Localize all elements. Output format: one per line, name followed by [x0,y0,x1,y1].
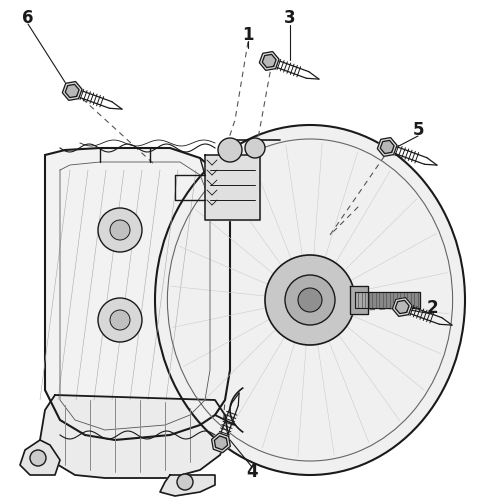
Polygon shape [350,286,368,314]
Circle shape [245,138,265,158]
Circle shape [110,220,130,240]
Polygon shape [355,292,420,308]
Text: 3: 3 [284,9,296,27]
Text: 4: 4 [246,463,258,481]
Circle shape [30,450,46,466]
Circle shape [110,310,130,330]
Polygon shape [262,54,276,67]
Polygon shape [215,436,228,450]
Polygon shape [396,300,409,313]
Polygon shape [377,138,397,156]
Circle shape [98,298,142,342]
Circle shape [98,208,142,252]
Polygon shape [62,81,82,100]
Polygon shape [160,475,215,496]
Text: 6: 6 [22,9,34,27]
Polygon shape [65,84,79,97]
Polygon shape [212,433,230,453]
Text: 2: 2 [426,299,438,317]
Circle shape [218,138,242,162]
Ellipse shape [155,125,465,475]
Polygon shape [392,297,412,316]
Polygon shape [259,51,279,70]
Circle shape [298,288,322,312]
Circle shape [285,275,335,325]
Text: 1: 1 [242,26,254,44]
Text: 5: 5 [412,121,424,139]
Polygon shape [380,140,394,154]
Polygon shape [40,395,228,478]
Polygon shape [45,148,230,440]
Circle shape [265,255,355,345]
Polygon shape [20,440,60,475]
Polygon shape [205,155,260,220]
Circle shape [177,474,193,490]
